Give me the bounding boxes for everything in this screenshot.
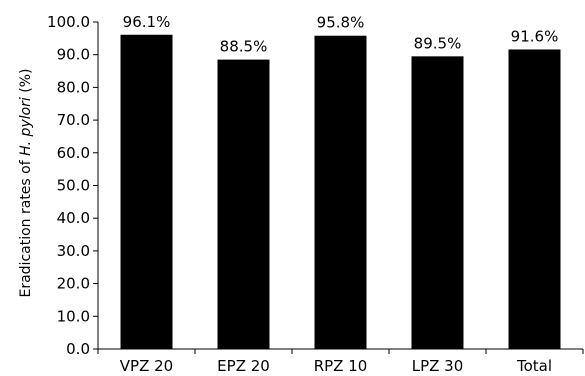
axes: 0.0 10.0 20.0 30.0 40.0 50.0 60.0 70.0 80.0 90.0 1…: [47, 13, 584, 358]
y-tick-label: 50.0: [57, 177, 90, 195]
y-tick-label: 10.0: [57, 307, 90, 325]
x-tick-label: VPZ 20: [120, 357, 173, 375]
data-label: 88.5%: [220, 38, 268, 56]
y-axis-label-italic: H. pylori: [18, 97, 34, 156]
y-tick-label: 30.0: [57, 242, 90, 260]
x-tick-label: LPZ 30: [412, 357, 464, 375]
y-tick-label: 70.0: [57, 111, 90, 129]
bar-vpz-20: [120, 34, 173, 350]
y-axis-label: Eradication rates of H. pylori (%): [18, 68, 34, 297]
data-label: 95.8%: [317, 14, 365, 32]
x-tick-label: EPZ 20: [217, 357, 270, 375]
bar-total: [508, 49, 561, 350]
bars: [120, 34, 561, 350]
data-label: 91.6%: [511, 27, 559, 45]
x-tick-label: RPZ 10: [314, 357, 368, 375]
bar-epz-20: [217, 59, 270, 349]
y-tick-label: 80.0: [57, 78, 90, 96]
y-tick-label: 0.0: [66, 340, 90, 358]
y-axis-label-prefix: Eradication rates of: [18, 156, 34, 298]
data-label: 96.1%: [123, 13, 171, 31]
bar-rpz-10: [314, 35, 367, 349]
x-tick-label: Total: [516, 357, 552, 375]
y-tick-label: 90.0: [57, 46, 90, 64]
bar-lpz-30: [411, 56, 464, 350]
y-tick-label: 20.0: [57, 275, 90, 293]
y-axis-label-suffix: (%): [18, 68, 34, 97]
data-label: 89.5%: [414, 34, 462, 52]
y-tick-label: 100.0: [47, 13, 90, 31]
y-tick-label: 40.0: [57, 209, 90, 227]
labels: 96.1% VPZ 20 88.5% EPZ 20 95.8% RPZ 10 89.5% LP…: [120, 13, 559, 375]
y-tick-label: 60.0: [57, 144, 90, 162]
